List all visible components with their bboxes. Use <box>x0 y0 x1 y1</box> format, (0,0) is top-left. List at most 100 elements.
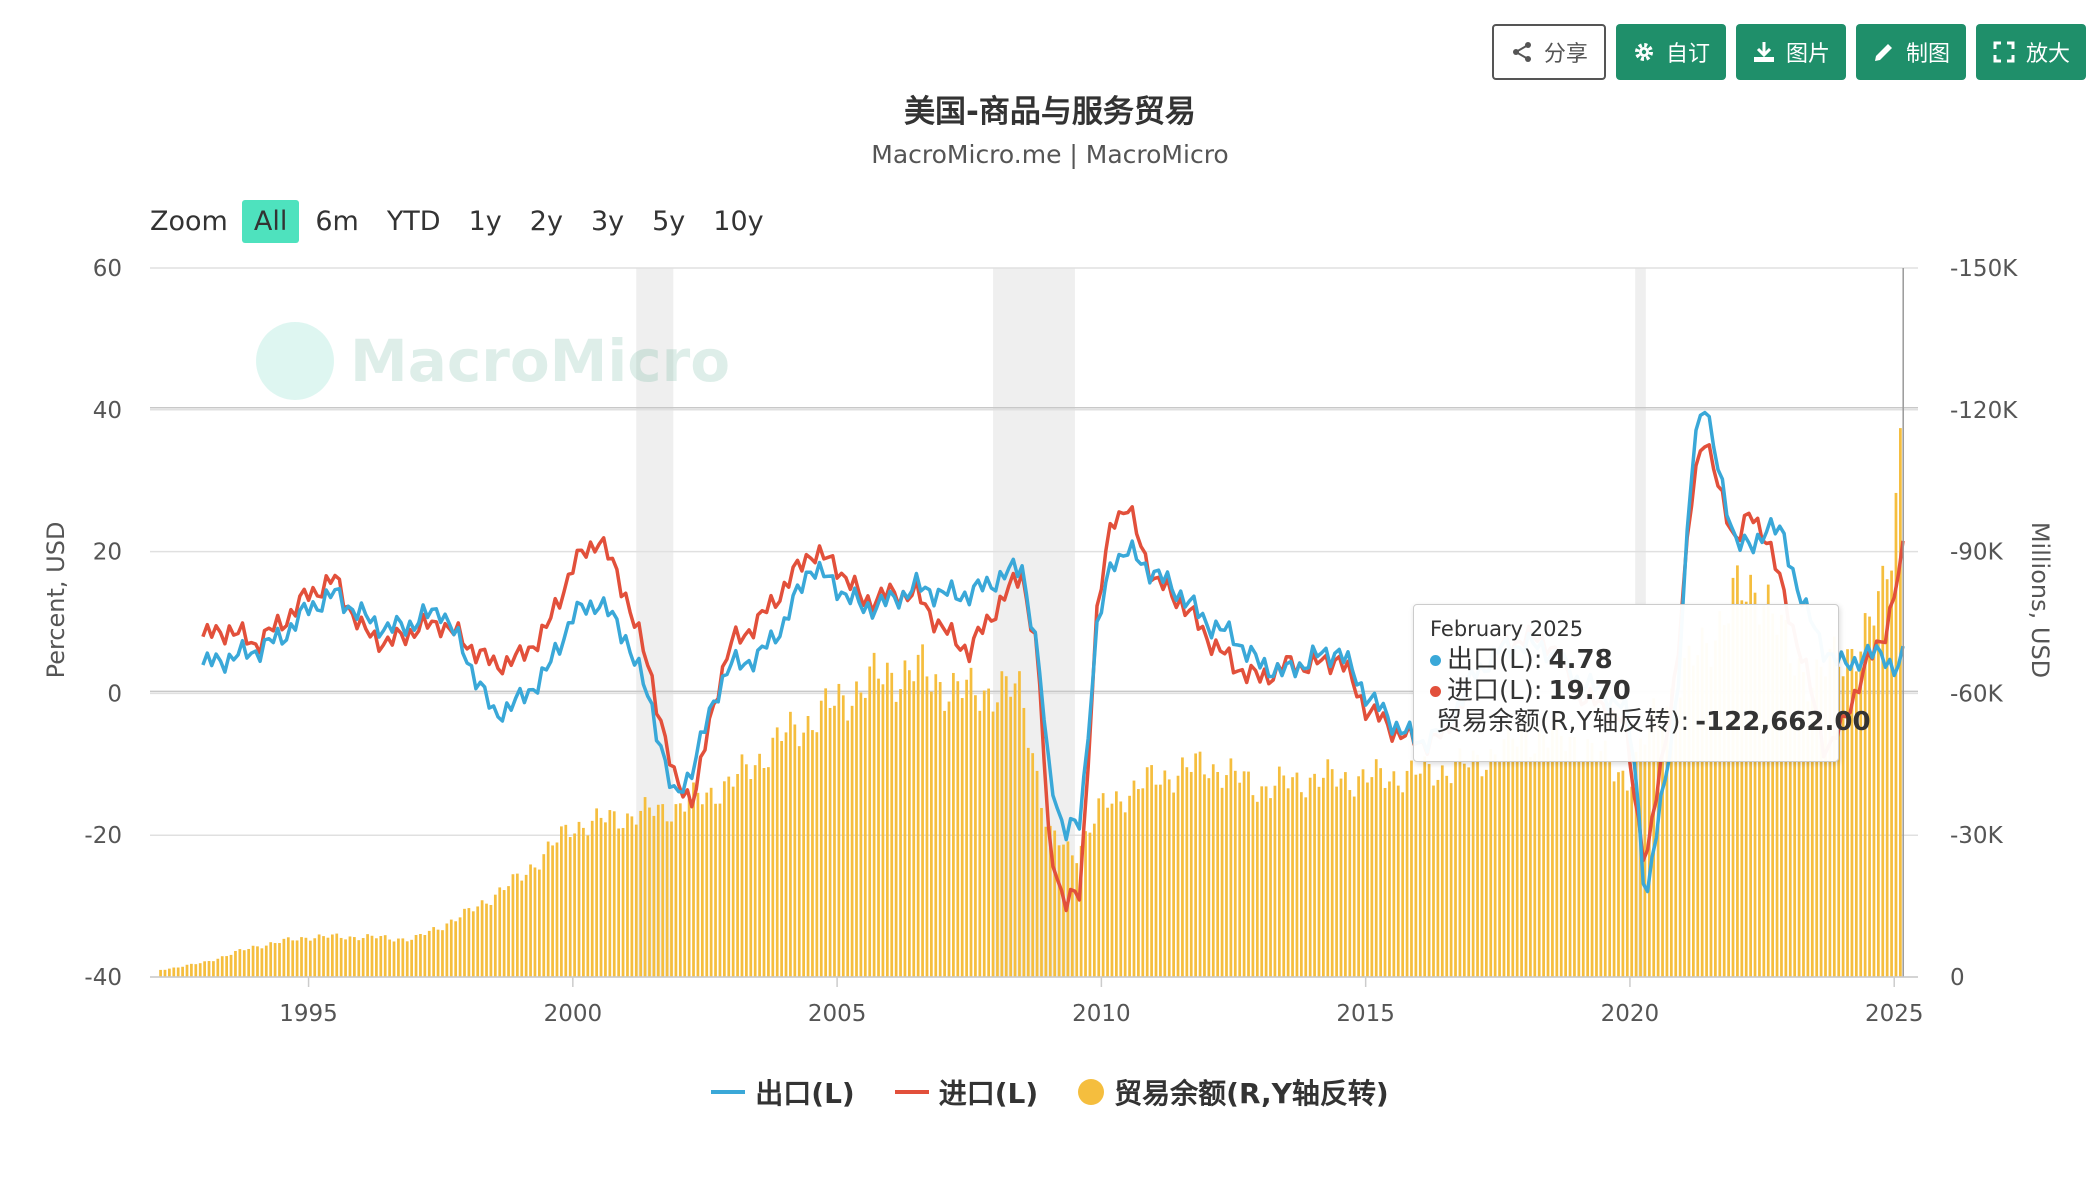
trade-balance-bar <box>203 961 206 977</box>
trade-balance-bar <box>1299 792 1303 977</box>
trade-balance-bar <box>1128 795 1131 977</box>
tooltip-label: 进口(L): <box>1447 676 1543 706</box>
trade-balance-bar <box>956 681 960 977</box>
trade-balance-bar <box>740 754 744 977</box>
trade-balance-bar <box>652 815 656 977</box>
trade-balance-bar <box>1427 764 1431 977</box>
trade-balance-bar <box>1141 788 1145 977</box>
share-button[interactable]: 分享 <box>1491 24 1606 80</box>
trade-balance-bar <box>1035 770 1039 977</box>
trade-balance-bar <box>1824 676 1827 977</box>
trade-balance-bar <box>912 681 916 977</box>
trade-balance-bar <box>1013 683 1017 977</box>
trade-balance-bar <box>692 782 695 977</box>
trade-balance-bar <box>1352 796 1356 977</box>
trade-balance-bar <box>1890 570 1893 977</box>
fullscreen-button[interactable]: 放大 <box>1975 24 2086 80</box>
tooltip-value: -122,662.00 <box>1695 707 1871 737</box>
trade-balance-bar <box>996 702 999 977</box>
trade-balance-bar <box>595 808 598 977</box>
legend-item-imports[interactable]: 进口(L) <box>894 1072 1038 1112</box>
trade-balance-bar <box>573 833 576 977</box>
trade-balance-bar <box>300 937 303 977</box>
trade-balance-bar <box>1524 731 1528 977</box>
gear-icon <box>1634 43 1653 61</box>
trade-balance-bar <box>1793 675 1797 977</box>
trade-balance-bar <box>736 774 739 977</box>
trade-balance-bar <box>753 765 757 977</box>
trade-balance-bar <box>1542 734 1545 977</box>
trade-balance-bar <box>537 869 541 977</box>
trade-balance-bar <box>978 710 982 977</box>
y-right-tick-label: -150K <box>1950 256 2018 282</box>
trade-balance-bar <box>824 688 828 977</box>
trade-balance-bar <box>626 813 629 977</box>
trade-balance-bar <box>1568 737 1572 977</box>
zoom-2y-button[interactable]: 2y <box>529 206 563 237</box>
trade-balance-bar <box>1876 591 1880 977</box>
trade-balance-bar <box>366 934 369 977</box>
trade-balance-bar <box>1062 844 1065 977</box>
customize-button[interactable]: 自订 <box>1615 24 1726 80</box>
legend-item-balance[interactable]: 贸易余额(R,Y轴反转) <box>1078 1072 1389 1112</box>
trade-balance-bar <box>511 874 515 977</box>
legend-item-exports[interactable]: 出口(L) <box>711 1072 855 1112</box>
trade-balance-bar <box>1581 761 1585 977</box>
x-tick-label: 2000 <box>544 1001 603 1027</box>
trade-balance-bar <box>220 956 224 977</box>
trade-balance-bar <box>1533 753 1537 977</box>
trade-balance-bar <box>1736 565 1739 977</box>
trade-balance-bar <box>392 941 396 977</box>
y-right-tick-label: -90K <box>1950 540 2004 566</box>
trade-balance-bar <box>700 804 704 977</box>
axes: Percent, USD Millions, USD 60 40 20 0 -20 -40… <box>42 256 2054 1027</box>
y-left-tick-label: -40 <box>84 965 122 991</box>
trade-balance-bar <box>648 807 651 977</box>
trade-balance-bar <box>176 967 180 977</box>
trade-balance-bar <box>1696 655 1700 977</box>
draw-button[interactable]: 制图 <box>1855 24 1966 80</box>
download-icon <box>1753 42 1774 62</box>
trade-balance-bar <box>1436 779 1440 977</box>
trade-balance-bar <box>1106 807 1109 977</box>
zoom-5y-button[interactable]: 5y <box>652 206 686 237</box>
trade-balance-bar <box>1123 812 1127 977</box>
trade-balance-bar <box>1661 727 1664 977</box>
zoom-10y-button[interactable]: 10y <box>713 206 764 237</box>
trade-balance-bar <box>621 827 625 977</box>
zoom-1y-button[interactable]: 1y <box>468 206 502 237</box>
trade-balance-bar <box>278 943 281 977</box>
draw-button-label: 制图 <box>1905 42 1950 67</box>
trade-balance-bar <box>1313 773 1316 977</box>
trade-balance-bar <box>1537 730 1541 977</box>
trade-balance-bar <box>1846 649 1849 977</box>
trade-balance-bar <box>564 824 568 977</box>
y-left-tick-label: 60 <box>93 256 122 282</box>
trade-balance-bar <box>1511 738 1515 977</box>
trade-balance-bar <box>515 873 519 977</box>
trade-chart: Percent, USD Millions, USD 60 40 20 0 -20 -40… <box>42 256 2054 1027</box>
trade-balance-bar <box>313 938 317 977</box>
trade-balance-bar <box>1348 790 1352 977</box>
trade-balance-bar <box>1308 777 1312 977</box>
trade-balance-bar <box>551 845 554 977</box>
trade-balance-bar <box>1273 785 1277 977</box>
chart-toolbar: 分享 自订 图片 制图 放大 <box>1491 24 2086 80</box>
trade-balance-bar <box>1004 676 1008 977</box>
trade-balance-bar <box>1247 771 1250 977</box>
zoom-6m-button[interactable]: 6m <box>315 206 359 237</box>
trade-balance-bar <box>168 968 171 977</box>
trade-balance-bar <box>802 732 806 977</box>
trade-balance-bar <box>982 690 986 977</box>
trade-balance-bar <box>1075 863 1079 977</box>
download-image-button[interactable]: 图片 <box>1735 24 1846 80</box>
trade-balance-bar <box>1705 643 1708 977</box>
zoom-3y-button[interactable]: 3y <box>590 206 625 237</box>
watermark: MacroMicro <box>256 322 730 400</box>
trade-balance-bar <box>1317 786 1321 977</box>
trade-balance-bar <box>850 705 854 977</box>
zoom-all-button[interactable]: All <box>241 200 300 243</box>
zoom-ytd-button[interactable]: YTD <box>386 206 441 237</box>
trade-balance-bar <box>1819 666 1823 977</box>
trade-balance-bar <box>1780 614 1783 977</box>
